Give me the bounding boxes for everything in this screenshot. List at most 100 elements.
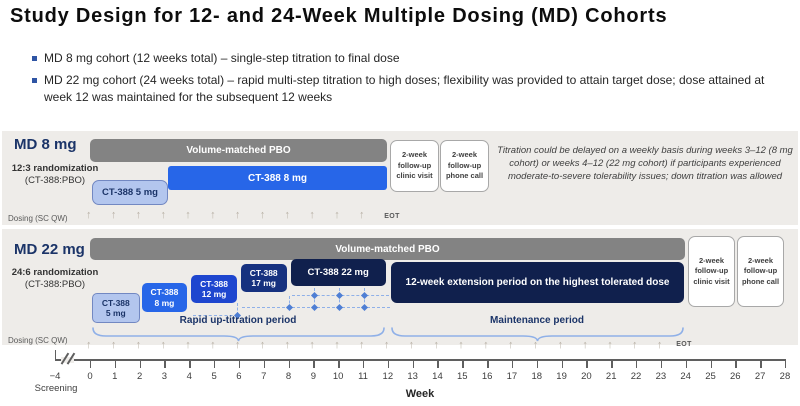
dose-arrow-icon: ↑ xyxy=(433,339,439,351)
step-label: CT-388 xyxy=(249,267,278,278)
axis-tick-label: 16 xyxy=(481,371,493,382)
axis-tick-label: 28 xyxy=(779,371,791,382)
followup-phone-box-22mg: 2-week follow-up phone call xyxy=(737,236,784,307)
axis-tick-label: 20 xyxy=(581,371,592,382)
axis-tick xyxy=(685,360,688,368)
dose-arrow-icon: ↑ xyxy=(408,339,415,351)
ct388-step-box: CT-388 8 mg xyxy=(141,283,188,312)
dose-arrow-icon: ↑ xyxy=(210,209,216,221)
ct388-8mg-bar: CT-388 8 mg xyxy=(168,166,387,190)
axis-tick-label: 22 xyxy=(630,371,642,382)
axis-tick xyxy=(238,360,241,368)
dose-arrow-icon: ↑ xyxy=(458,339,464,351)
dose-arrow-icon: ↑ xyxy=(309,209,315,221)
axis-tick xyxy=(387,360,390,368)
axis-tick-label: 9 xyxy=(310,371,317,382)
axis-tick xyxy=(561,360,563,368)
dose-arrow-icon: ↑ xyxy=(234,209,241,221)
axis-tick xyxy=(164,360,166,368)
pbo-bar-22mg: Volume-matched PBO xyxy=(90,238,685,260)
week-axis-line xyxy=(55,359,786,361)
dose-arrow-icon: ↑ xyxy=(110,339,117,351)
dose-arrow-icon: ↑ xyxy=(210,339,216,351)
dose-arrow-icon: ↑ xyxy=(359,209,365,221)
uptitration-period-label: Rapid up-titration period xyxy=(179,315,297,326)
maintenance-brace xyxy=(391,327,684,342)
axis-tick xyxy=(660,360,663,368)
dose-arrow-icon: ↑ xyxy=(160,339,166,351)
dosing-arrows-22mg: ↑ ↑ ↑ ↑ ↑ ↑ ↑ ↑ ↑ ↑ ↑ ↑ ↑ ↑ ↑ ↑ ↑ ↑ ↑ ↑ ↑ ↑ ↑ ↑ xyxy=(0,339,800,355)
axis-tick-label: 1 xyxy=(112,371,118,382)
axis-tick-label: 24 xyxy=(680,371,691,382)
pbo-bar-8mg: Volume-matched PBO xyxy=(90,139,387,162)
cohort-8mg-ratio: (CT-388:PBO) xyxy=(24,175,86,186)
axis-tick-label: 2 xyxy=(136,371,143,382)
dose-arrow-icon: ↑ xyxy=(334,209,340,221)
followup-line: follow-up xyxy=(447,160,482,170)
dose-arrow-icon: ↑ xyxy=(632,339,638,351)
axis-tick xyxy=(437,360,439,368)
dose-arrow-icon: ↑ xyxy=(656,339,663,351)
axis-tick-label: 11 xyxy=(358,371,368,382)
dose-arrow-icon: ↑ xyxy=(86,339,92,351)
axis-tick-label: 27 xyxy=(754,371,766,382)
dose-arrow-icon: ↑ xyxy=(359,339,365,351)
dosing-label-22mg: Dosing (SC QW) xyxy=(8,336,68,345)
axis-tick-label: 17 xyxy=(506,371,518,382)
step-label: 5 mg xyxy=(105,308,126,318)
dose-arrow-icon: ↑ xyxy=(86,209,92,221)
followup-phone-box-8mg: 2-week follow-up phone call xyxy=(440,140,489,192)
axis-tick-label: 15 xyxy=(457,371,468,382)
dose-arrow-icon: ↑ xyxy=(135,339,142,351)
cohort-8mg-title: MD 8 mg xyxy=(14,136,77,153)
axis-tick-label: 14 xyxy=(432,371,443,382)
axis-tick xyxy=(586,360,588,368)
ct388-step-box: CT-388 12 mg xyxy=(191,275,237,303)
axis-tick-label: 10 xyxy=(332,371,344,382)
dose-arrow-icon: ↑ xyxy=(582,339,588,351)
axis-tick-label: 5 xyxy=(211,371,217,382)
dose-arrow-icon: ↑ xyxy=(507,339,514,351)
dosing-arrows-8mg: ↑ ↑ ↑ ↑ ↑ ↑ ↑ ↑ ↑ ↑ ↑ ↑ xyxy=(0,209,800,225)
axis-tick xyxy=(536,360,539,368)
ct388-step-box: CT-388 17 mg xyxy=(240,264,287,292)
axis-tick xyxy=(214,360,216,368)
axis-tick-label: 7 xyxy=(261,371,267,382)
dose-arrow-icon: ↑ xyxy=(383,339,390,351)
ct388-step-box: CT-388 5 mg xyxy=(92,293,140,323)
step-label: 8 mg xyxy=(154,297,175,308)
week-axis-title: Week xyxy=(405,388,435,400)
axis-tick xyxy=(487,360,489,368)
eot-label-22mg: EOT xyxy=(676,341,692,348)
screening-label: Screening xyxy=(34,383,78,394)
step-label: CT-388 22 mg xyxy=(307,266,369,278)
followup-line: 2-week xyxy=(747,255,774,265)
axis-tick-label: 19 xyxy=(556,371,567,382)
step-label: CT-388 xyxy=(200,278,229,289)
dose-arrow-icon: ↑ xyxy=(334,339,340,351)
cohort-22mg-randomization: 24:6 randomization xyxy=(11,267,99,278)
uptitration-brace xyxy=(92,327,385,342)
axis-tick-label: 25 xyxy=(705,371,716,382)
axis-tick xyxy=(114,360,117,368)
cohort-8mg-randomization: 12:3 randomization xyxy=(11,163,99,174)
axis-tick-label: 26 xyxy=(730,371,741,382)
axis-tick xyxy=(735,360,737,368)
followup-line: clinic visit xyxy=(693,276,730,286)
axis-tick xyxy=(90,360,92,368)
dosing-label-8mg: Dosing (SC QW) xyxy=(8,214,68,223)
followup-line: 2-week xyxy=(698,255,725,265)
dose-arrow-icon: ↑ xyxy=(110,209,117,221)
bullet-icon xyxy=(32,56,37,61)
dose-arrow-icon: ↑ xyxy=(607,339,613,351)
cohort-22mg-ratio: (CT-388:PBO) xyxy=(24,279,86,290)
axis-tick-label: 3 xyxy=(161,371,168,382)
axis-tick xyxy=(511,360,514,368)
axis-tick xyxy=(288,360,290,368)
titration-note: Titration could be delayed on a weekly b… xyxy=(497,145,793,182)
step-label: 17 mg xyxy=(251,278,276,288)
titration-flex-line xyxy=(289,296,290,308)
axis-tick-label: 8 xyxy=(285,371,292,382)
bullet-icon xyxy=(32,78,37,83)
